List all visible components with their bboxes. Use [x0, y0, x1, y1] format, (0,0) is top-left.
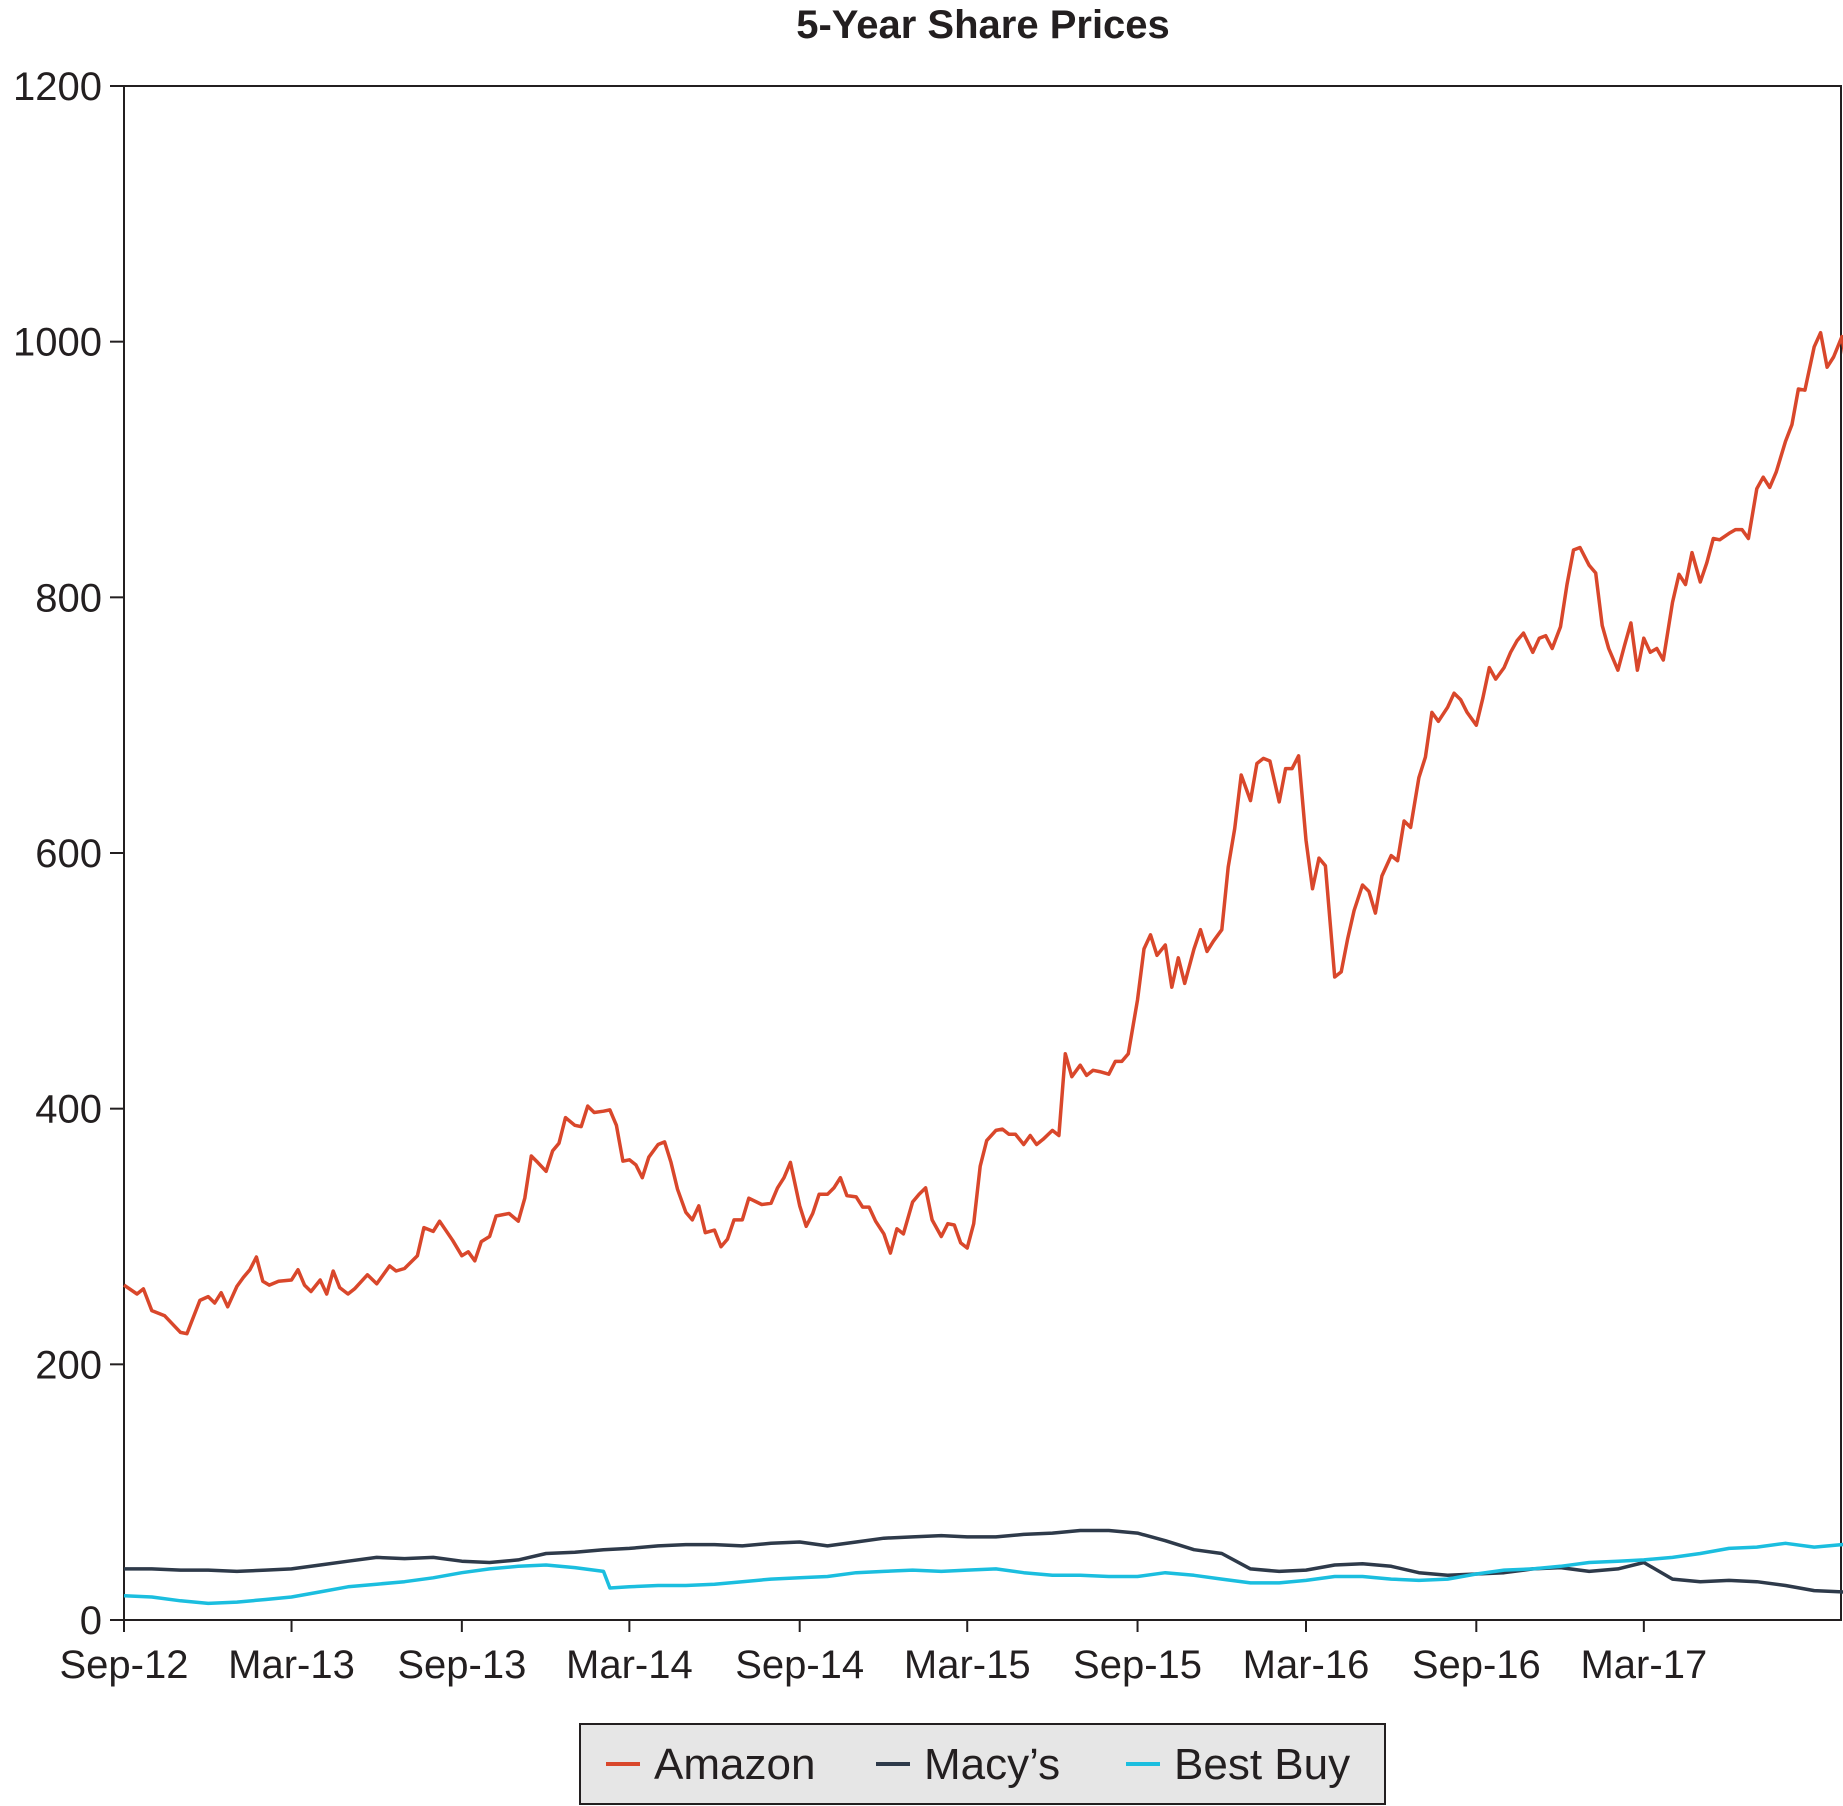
x-tick-label: Sep-15	[1073, 1643, 1202, 1687]
y-tick-label: 400	[35, 1088, 102, 1132]
x-tick-label: Mar-14	[566, 1643, 693, 1687]
x-tick-label: Mar-17	[1580, 1643, 1707, 1687]
x-tick-label: Mar-13	[228, 1643, 355, 1687]
y-tick-label: 200	[35, 1343, 102, 1387]
x-tick-label: Sep-16	[1412, 1643, 1541, 1687]
y-tick-label: 1200	[13, 65, 102, 109]
y-tick-label: 1000	[13, 321, 102, 365]
x-axis: Sep-12 Mar-13 Sep-13 Mar-14 Sep-14 Mar-15 Sep-…	[60, 1620, 1707, 1687]
legend: Amazon Macy’s Best Buy	[579, 1723, 1386, 1805]
x-tick-label: Sep-14	[735, 1643, 864, 1687]
series-line-0	[123, 330, 1843, 1336]
x-tick-label: Mar-15	[904, 1643, 1031, 1687]
y-tick-label: 0	[80, 1599, 102, 1643]
chart-title: 5-Year Share Prices	[796, 3, 1170, 47]
legend-label: Macy’s	[924, 1740, 1060, 1789]
y-axis: 0 200 400 600 800 1000 1200	[13, 65, 124, 1643]
plot-frame	[123, 85, 1842, 1621]
legend-label: Best Buy	[1174, 1740, 1350, 1789]
legend-box	[579, 1723, 1386, 1805]
x-tick-label: Sep-13	[397, 1643, 526, 1687]
y-tick-label: 600	[35, 832, 102, 876]
y-tick-label: 800	[35, 576, 102, 620]
series-line-1	[124, 1528, 1843, 1594]
x-tick-label: Sep-12	[60, 1643, 189, 1687]
series-lines	[123, 330, 1843, 1606]
x-tick-label: Mar-16	[1243, 1643, 1370, 1687]
legend-label: Amazon	[654, 1740, 815, 1789]
series-line-2	[123, 1541, 1843, 1606]
